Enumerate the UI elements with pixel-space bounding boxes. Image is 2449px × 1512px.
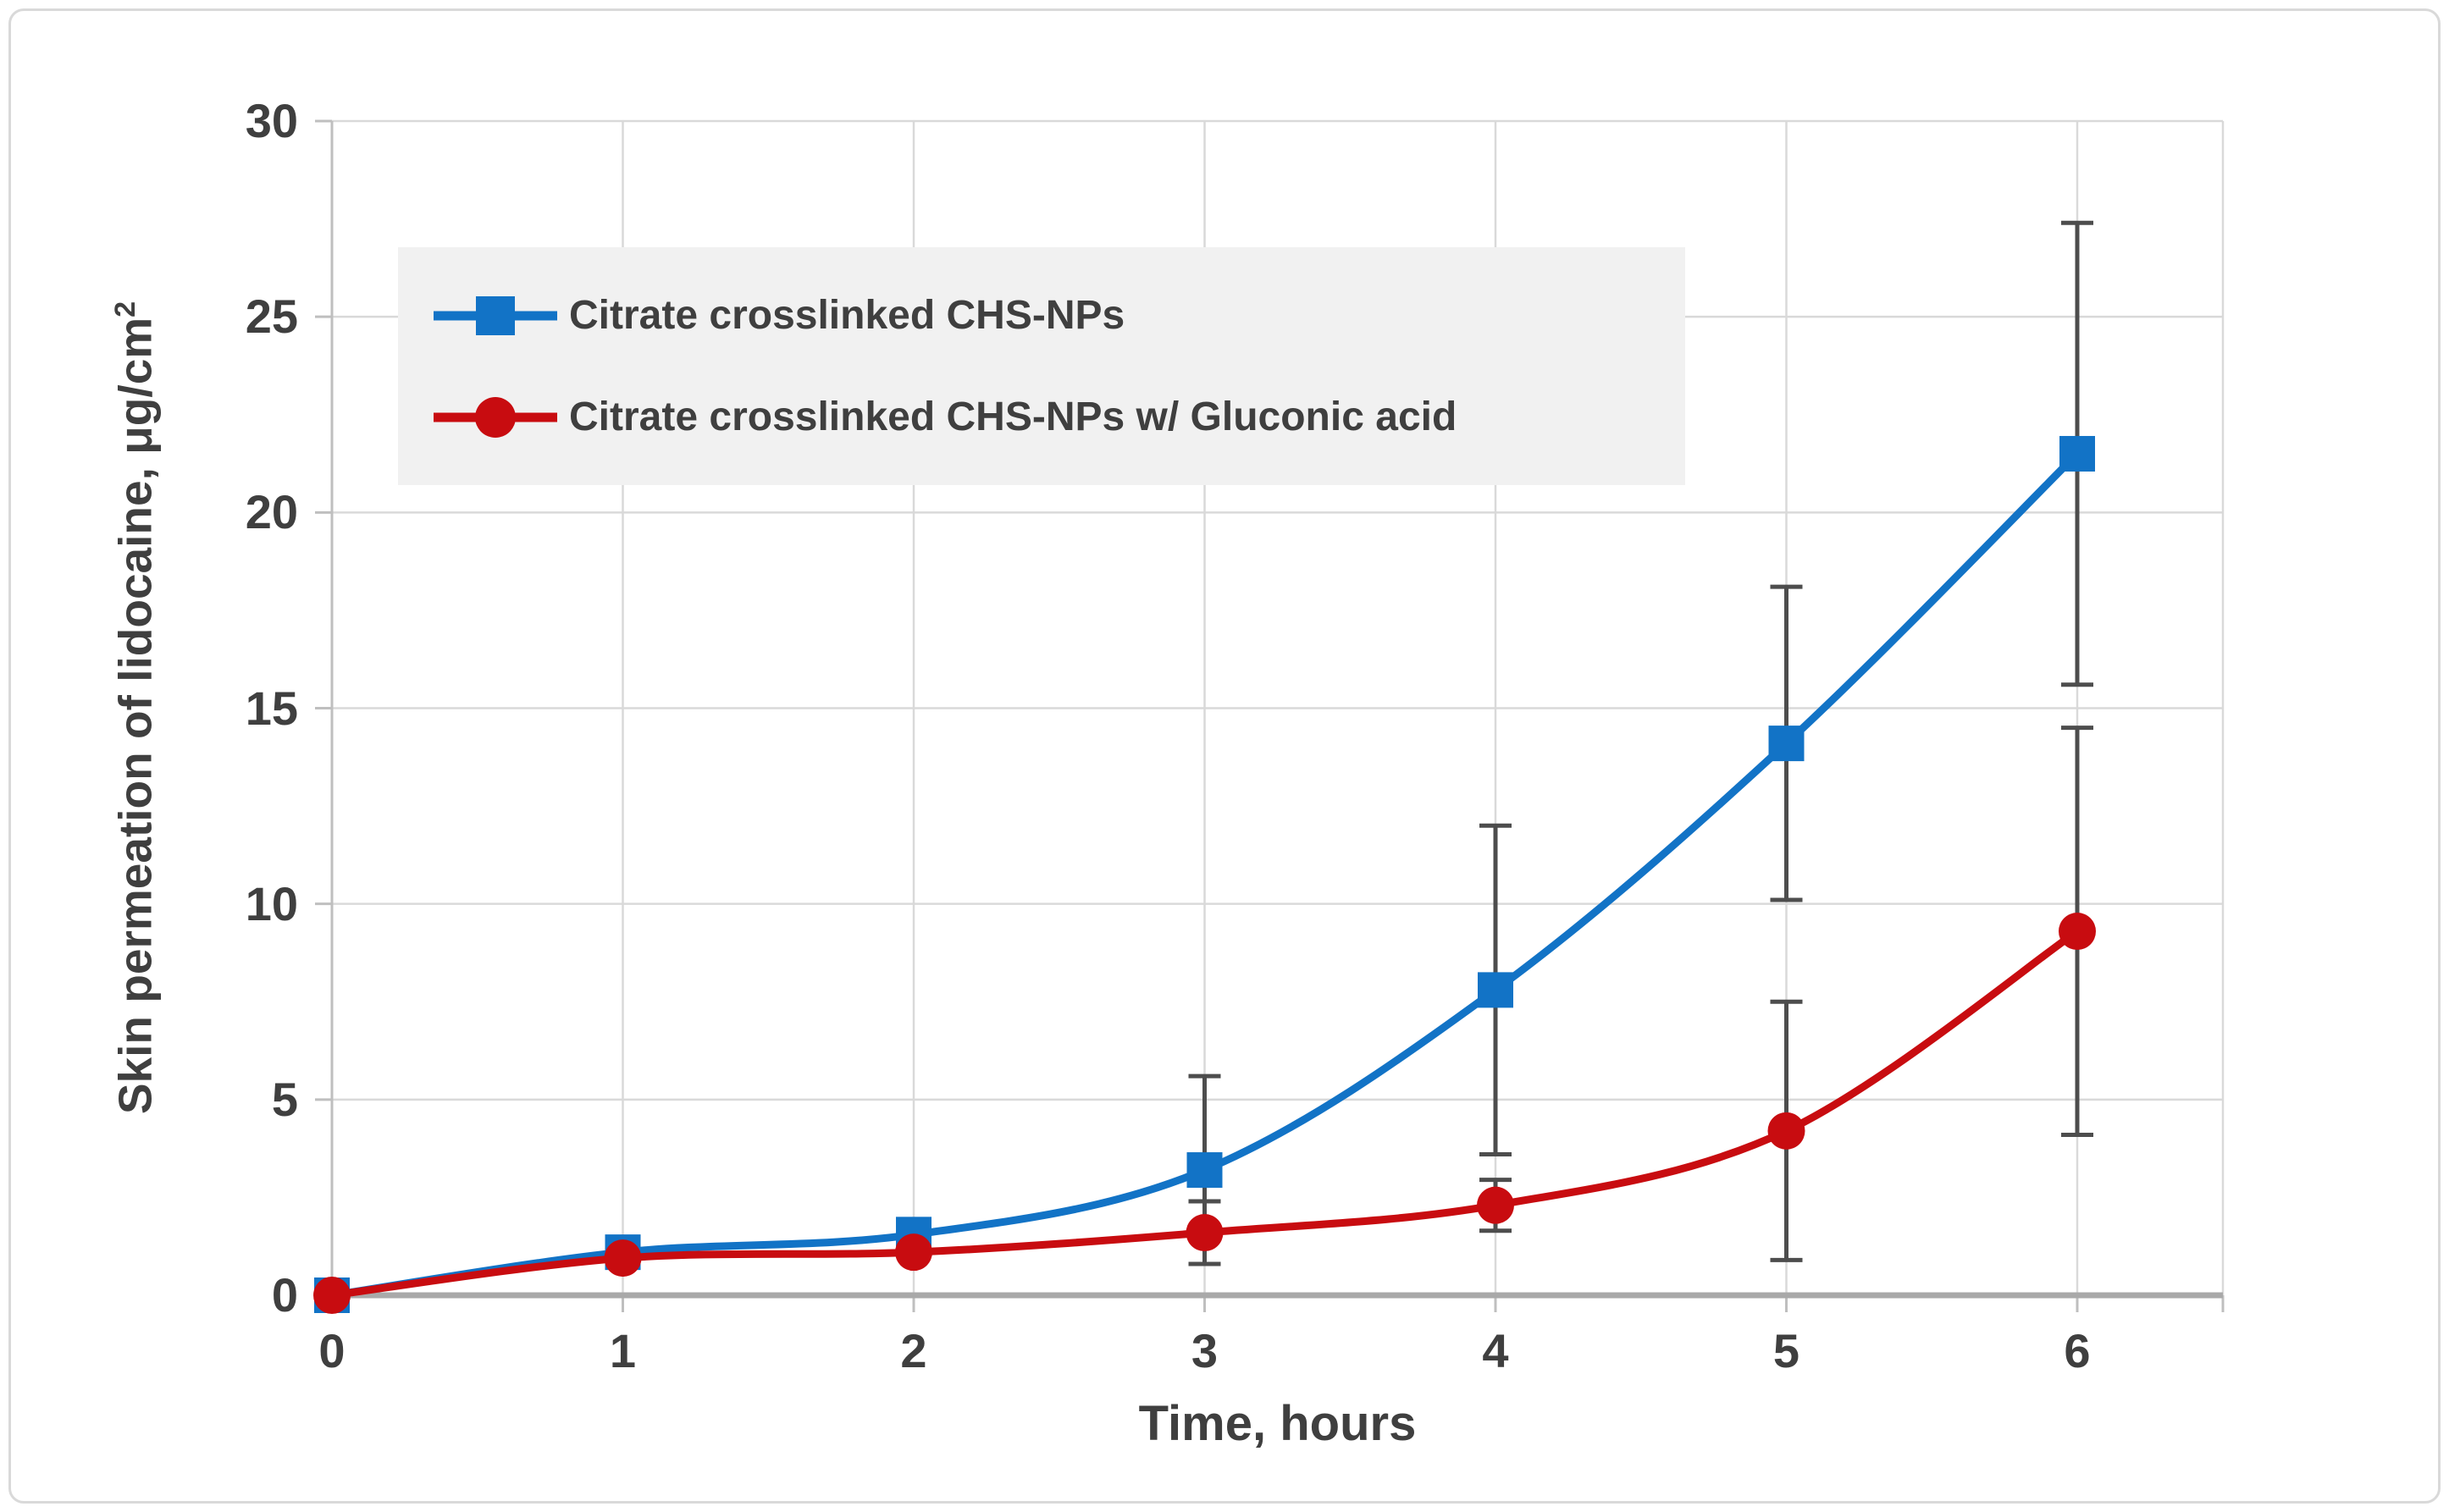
legend-label: Citrate crosslinked CHS-NPs	[569, 293, 1125, 338]
legend: Citrate crosslinked CHS-NPs Citrate cros…	[398, 247, 1685, 485]
legend-marker-circle-icon	[434, 396, 557, 438]
marker-circle	[1477, 1186, 1514, 1224]
legend-label: Citrate crosslinked CHS-NPs w/ Gluconic …	[569, 395, 1457, 439]
x-tick-label: 2	[900, 1324, 927, 1377]
x-tick-label: 4	[1482, 1324, 1509, 1377]
legend-item-citrate-chs-nps: Citrate crosslinked CHS-NPs	[432, 289, 1685, 343]
y-tick-label: 0	[271, 1268, 298, 1322]
y-axis-title: Skin permeation of lidocaine, μg/cm2	[88, 0, 163, 1436]
x-tick-label: 5	[1772, 1324, 1800, 1377]
y-tick-label: 30	[245, 94, 298, 147]
y-axis-title-text: Skin permeation of lidocaine, μg/cm	[108, 317, 162, 1115]
marker-circle	[604, 1239, 642, 1277]
legend-item-citrate-chs-nps-gluconic: Citrate crosslinked CHS-NPs w/ Gluconic …	[432, 390, 1685, 444]
x-tick-label: 6	[2064, 1324, 2091, 1377]
y-tick-label: 10	[245, 876, 298, 930]
y-tick-label: 15	[245, 681, 298, 735]
marker-square	[1478, 972, 1513, 1008]
marker-circle	[2059, 913, 2096, 951]
marker-square	[2059, 435, 2095, 472]
marker-circle	[313, 1277, 351, 1314]
x-tick-label: 0	[318, 1324, 346, 1377]
marker-circle	[1186, 1214, 1224, 1252]
y-tick-label: 20	[245, 485, 298, 539]
x-tick-label: 1	[609, 1324, 637, 1377]
marker-square	[1768, 726, 1805, 762]
x-axis-title: Time, hours	[1138, 1396, 1417, 1451]
legend-marker-square-icon	[434, 295, 557, 335]
x-tick-label: 3	[1191, 1324, 1219, 1377]
y-tick-label: 25	[245, 290, 298, 344]
y-tick-label: 5	[271, 1072, 298, 1126]
marker-circle	[895, 1233, 932, 1272]
marker-circle	[1767, 1112, 1805, 1150]
y-axis-title-superscript: 2	[109, 301, 141, 317]
marker-square	[1186, 1152, 1223, 1189]
